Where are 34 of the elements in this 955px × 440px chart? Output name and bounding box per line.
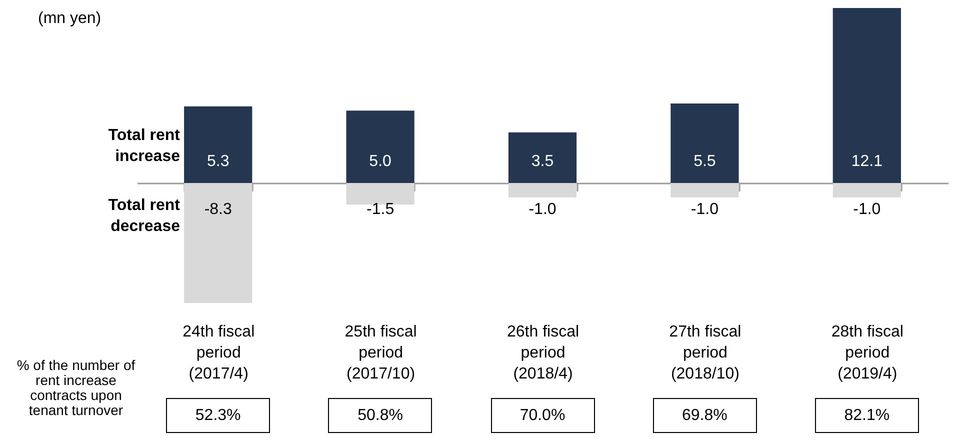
text: 70.0% — [490, 398, 594, 433]
bar — [346, 110, 414, 183]
data-label: 5.0 — [369, 152, 392, 170]
data-label: 5.5 — [694, 152, 716, 170]
bar — [670, 103, 739, 183]
text: % of the number of rent increase contracts upon tenant turnover — [16, 357, 136, 418]
data-label: -1.5 — [366, 200, 394, 218]
bar — [832, 182, 901, 198]
bar — [346, 182, 414, 205]
series-label: Total rent increase — [107, 126, 180, 167]
bar — [508, 182, 577, 198]
y-axis-title: (mn yen) — [38, 10, 102, 28]
x-tick-label: 27th fiscal period (2018/10) — [669, 324, 742, 382]
data-label: 5.3 — [206, 152, 230, 170]
bar — [832, 8, 901, 183]
series-label: Total rent decrease — [107, 196, 180, 237]
x-tick-label: 26th fiscal period (2018/4) — [506, 324, 580, 382]
bar — [184, 182, 252, 303]
x-tick-label: 28th fiscal period (2019/4) — [831, 324, 904, 382]
data-label: 3.5 — [531, 152, 554, 170]
x-tick-label: 25th fiscal period (2017/10) — [344, 324, 417, 382]
data-label: -8.3 — [204, 200, 232, 218]
data-label: 12.1 — [851, 152, 883, 170]
bar — [508, 132, 577, 183]
bar — [670, 182, 739, 198]
text: 52.3% — [166, 398, 270, 433]
bar — [184, 106, 252, 183]
text: 50.8% — [328, 398, 432, 433]
text: 82.1% — [814, 398, 919, 433]
text: 69.8% — [652, 398, 757, 433]
x-tick-label: 24th fiscal period (2017/4) — [182, 324, 255, 382]
data-label: -1.0 — [690, 200, 719, 218]
data-label: -1.0 — [853, 200, 881, 218]
data-label: -1.0 — [528, 200, 556, 218]
